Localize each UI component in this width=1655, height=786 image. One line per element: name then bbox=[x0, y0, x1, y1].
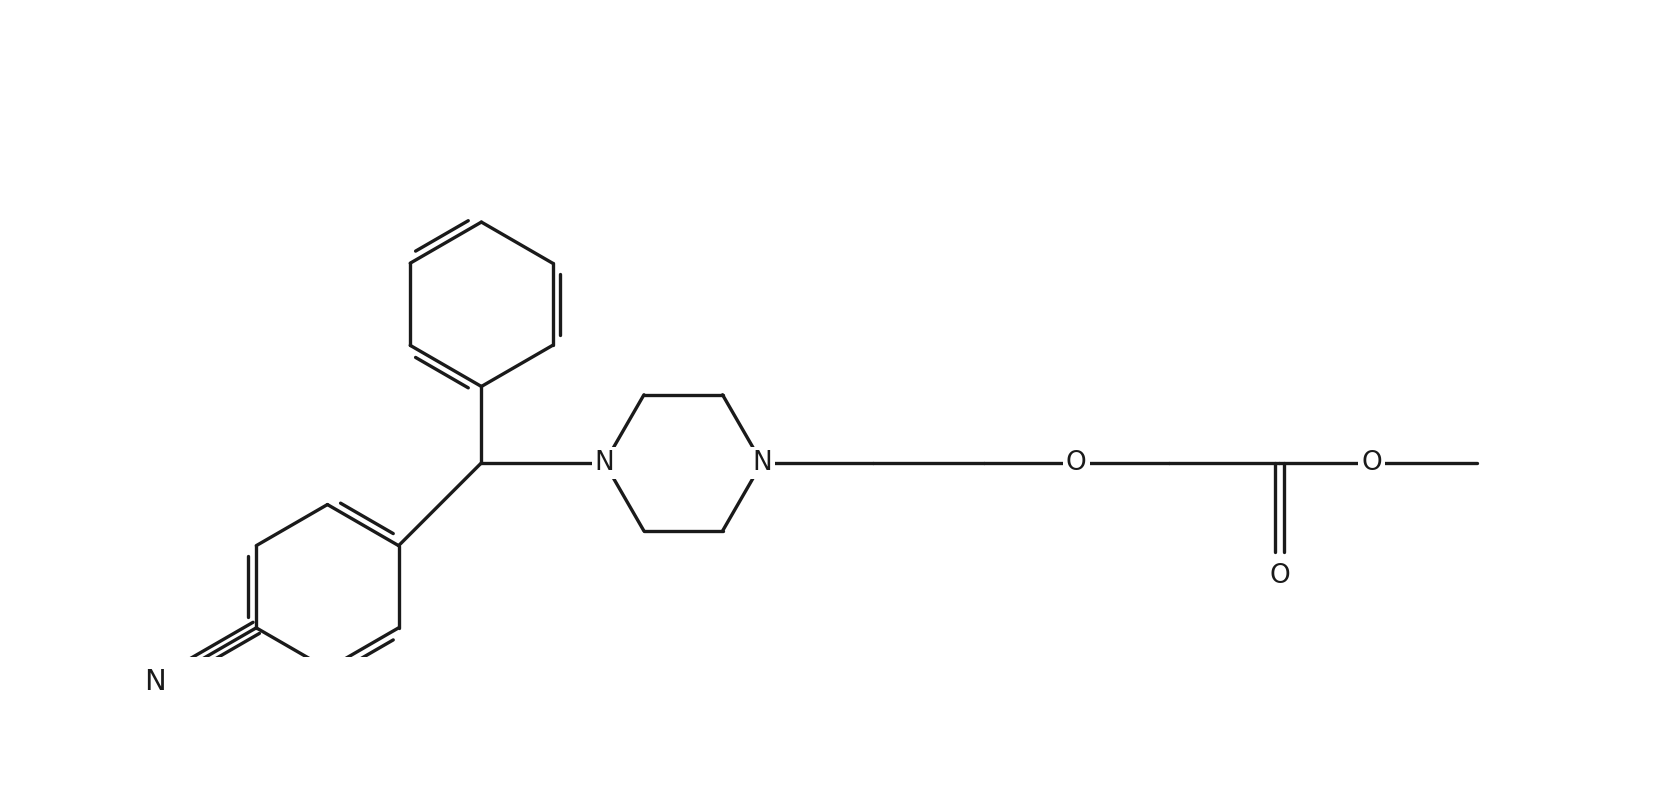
Text: O: O bbox=[1360, 450, 1382, 476]
Text: N: N bbox=[144, 668, 166, 696]
Text: N: N bbox=[594, 450, 614, 476]
Text: O: O bbox=[1268, 564, 1289, 590]
Text: N: N bbox=[751, 450, 771, 476]
Text: O: O bbox=[1066, 450, 1086, 476]
